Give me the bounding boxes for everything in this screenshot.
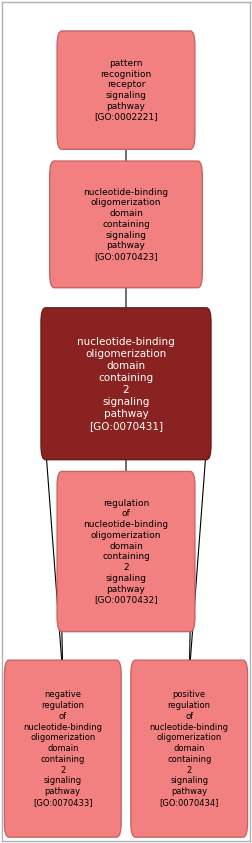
Text: regulation
of
nucleotide-binding
oligomerization
domain
containing
2
signaling
p: regulation of nucleotide-binding oligome…	[83, 499, 169, 604]
FancyBboxPatch shape	[50, 161, 202, 287]
FancyBboxPatch shape	[57, 31, 195, 149]
FancyBboxPatch shape	[5, 660, 121, 837]
Text: positive
regulation
of
nucleotide-binding
oligomerization
domain
containing
2
si: positive regulation of nucleotide-bindin…	[150, 690, 229, 807]
Text: nucleotide-binding
oligomerization
domain
containing
signaling
pathway
[GO:00704: nucleotide-binding oligomerization domai…	[83, 188, 169, 261]
Text: negative
regulation
of
nucleotide-binding
oligomerization
domain
containing
2
si: negative regulation of nucleotide-bindin…	[23, 690, 102, 807]
FancyBboxPatch shape	[131, 660, 247, 837]
FancyBboxPatch shape	[41, 308, 211, 459]
Text: nucleotide-binding
oligomerization
domain
containing
2
signaling
pathway
[GO:007: nucleotide-binding oligomerization domai…	[77, 336, 175, 431]
FancyBboxPatch shape	[57, 471, 195, 631]
Text: pattern
recognition
receptor
signaling
pathway
[GO:0002221]: pattern recognition receptor signaling p…	[94, 59, 158, 121]
